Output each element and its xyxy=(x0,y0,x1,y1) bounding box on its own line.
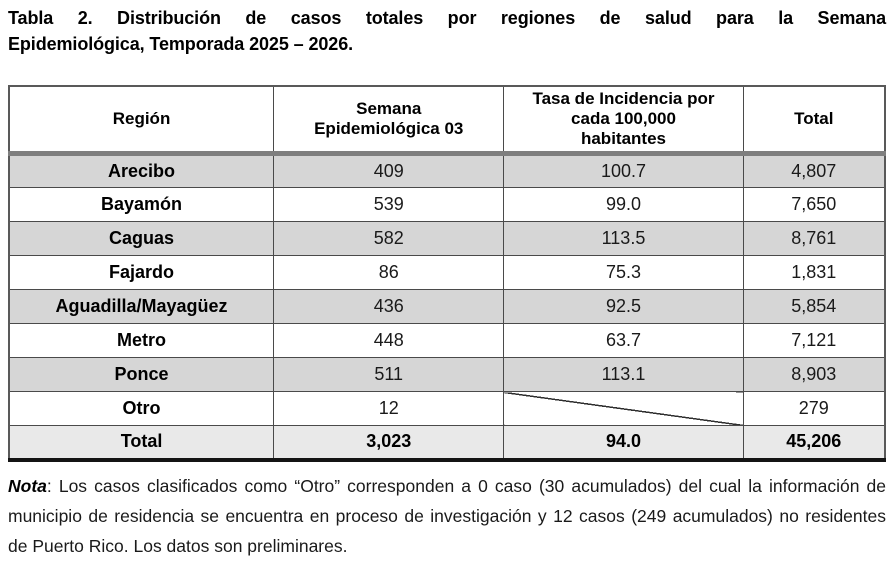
tasa-cell: 63.7 xyxy=(503,323,744,358)
table-header: Región Semana Epidemiológica 03 Tasa de … xyxy=(8,85,886,156)
total-row: Total 3,023 94.0 45,206 xyxy=(8,425,886,460)
table-row: Ponce 511 113.1 8,903 xyxy=(8,357,886,392)
region-cell: Otro xyxy=(8,391,275,426)
header-row: Región Semana Epidemiológica 03 Tasa de … xyxy=(8,85,886,156)
total-cell: 1,831 xyxy=(742,255,886,290)
table-row: Aguadilla/Mayagüez 436 92.5 5,854 xyxy=(8,289,886,324)
page-title-line-1: Tabla 2. Distribución de casos totales p… xyxy=(8,8,886,28)
semana-cell: 409 xyxy=(273,153,505,188)
total-cell: 7,121 xyxy=(742,323,886,358)
table-row: Fajardo 86 75.3 1,831 xyxy=(8,255,886,290)
note: Nota: Los casos clasificados como “Otro”… xyxy=(8,471,886,561)
semana-cell: 86 xyxy=(273,255,505,290)
note-label: Nota xyxy=(8,475,47,496)
table-row: Bayamón 539 99.0 7,650 xyxy=(8,187,886,222)
table-row: Caguas 582 113.5 8,761 xyxy=(8,221,886,256)
semana-cell: 582 xyxy=(273,221,505,256)
region-cell: Ponce xyxy=(8,357,275,392)
tasa-cell: 94.0 xyxy=(503,425,744,460)
no-data-diagonal-cell xyxy=(503,391,744,426)
semana-cell: 3,023 xyxy=(273,425,505,460)
total-cell: 8,761 xyxy=(742,221,886,256)
semana-cell: 436 xyxy=(273,289,505,324)
cases-by-region-table: Región Semana Epidemiológica 03 Tasa de … xyxy=(8,85,886,462)
semana-cell: 448 xyxy=(273,323,505,358)
semana-cell: 12 xyxy=(273,391,505,426)
total-cell: 4,807 xyxy=(742,153,886,188)
document: Tabla 2. Distribución de casos totales p… xyxy=(8,5,886,561)
column-header-region: Región xyxy=(8,85,275,156)
tasa-cell: 92.5 xyxy=(503,289,744,324)
tasa-cell: 75.3 xyxy=(503,255,744,290)
region-cell: Aguadilla/Mayagüez xyxy=(8,289,275,324)
page-title-line-2: Epidemiológica, Temporada 2025 – 2026. xyxy=(8,34,354,54)
region-cell: Bayamón xyxy=(8,187,275,222)
page-title: Tabla 2. Distribución de casos totales p… xyxy=(8,5,886,57)
table-row: Metro 448 63.7 7,121 xyxy=(8,323,886,358)
tasa-cell: 113.1 xyxy=(503,357,744,392)
table-row: Arecibo 409 100.7 4,807 xyxy=(8,153,886,188)
region-cell: Total xyxy=(8,425,275,460)
column-header-semana: Semana Epidemiológica 03 xyxy=(273,85,505,156)
total-cell: 5,854 xyxy=(742,289,886,324)
semana-cell: 511 xyxy=(273,357,505,392)
column-header-total: Total xyxy=(742,85,886,156)
total-cell: 45,206 xyxy=(742,425,886,460)
region-cell: Fajardo xyxy=(8,255,275,290)
note-text: : Los casos clasificados como “Otro” cor… xyxy=(8,475,886,556)
region-cell: Metro xyxy=(8,323,275,358)
region-cell: Caguas xyxy=(8,221,275,256)
total-cell: 279 xyxy=(742,391,886,426)
tasa-cell: 113.5 xyxy=(503,221,744,256)
table-row: Otro 12 279 xyxy=(8,391,886,426)
column-header-tasa: Tasa de Incidencia por cada 100,000 habi… xyxy=(503,85,744,156)
total-cell: 8,903 xyxy=(742,357,886,392)
total-cell: 7,650 xyxy=(742,187,886,222)
semana-cell: 539 xyxy=(273,187,505,222)
tasa-cell: 99.0 xyxy=(503,187,744,222)
region-cell: Arecibo xyxy=(8,153,275,188)
table-body: Arecibo 409 100.7 4,807 Bayamón 539 99.0 7,650 C… xyxy=(8,153,886,460)
tasa-cell: 100.7 xyxy=(503,153,744,188)
